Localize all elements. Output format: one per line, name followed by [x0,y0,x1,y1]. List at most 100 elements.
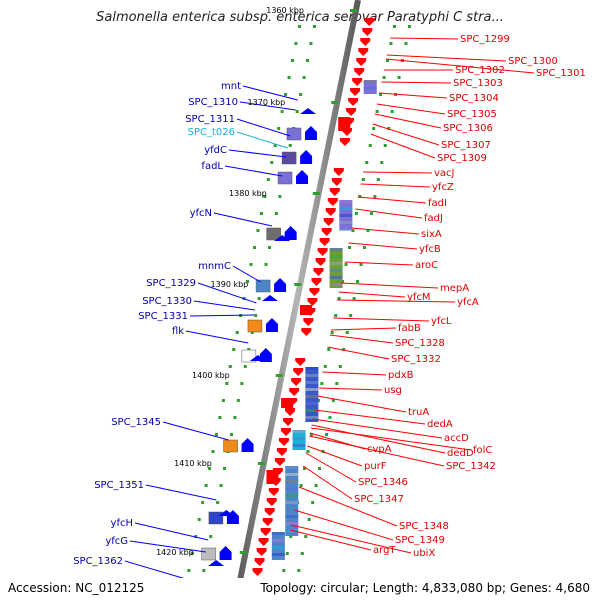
gene-label-SPC_1351: SPC_1351 [94,480,144,491]
gene-label-yfcZ: yfcZ [432,182,454,193]
gene-block-reverse [255,279,271,293]
gene-label-SPC_1342: SPC_1342 [446,461,496,472]
gene-arrow-forward [262,518,273,526]
gene-arrow-forward [352,78,363,86]
gene-label-fadI: fadI [428,198,447,209]
leader-line [370,133,436,159]
gene-arrow-forward [266,498,277,506]
gene-arrow-forward [319,238,330,246]
gene-label-yfcH: yfcH [111,518,133,529]
leader-line [330,327,397,331]
gene-label-cvpA: cvpA [367,444,392,455]
gene-label-vacJ: vacJ [434,168,455,179]
scale-label: 1390 kbp [211,280,249,289]
leader-line [351,227,420,235]
scale-label: 1400 kbp [192,371,230,380]
genome-backbone [233,0,361,600]
gene-label-SPC_1347: SPC_1347 [354,494,404,505]
gene-arrow-forward [315,258,326,266]
gene-arrow-forward [258,538,269,546]
leader-line [294,509,394,541]
gene-label-argT: argT [373,545,396,556]
gene-label-yfcG: yfcG [105,536,128,547]
gene-label-fadJ: fadJ [424,213,443,224]
gene-arrow-forward [333,168,344,176]
leader-line [390,37,459,40]
leader-line [319,387,383,391]
gene-operon-block [305,367,319,422]
leader-line [327,346,390,360]
scale-label: 1380 kbp [229,189,267,198]
gene-arrow-forward [280,428,291,436]
gene-arrow-forward [331,178,342,186]
gene-label-SPC_1305: SPC_1305 [447,109,497,120]
gene-block-reverse [286,127,302,141]
leader-line [302,465,353,500]
leader-line [372,123,440,146]
scale-label: 1370 kbp [248,98,286,107]
gene-arrow-forward [321,228,332,236]
gene-block-forward [338,117,351,131]
gene-arrow-forward [358,48,369,56]
leader-line [355,208,423,219]
accession-label: Accession: NC_012125 [8,581,145,595]
gene-label-SPC_1329: SPC_1329 [146,278,196,289]
gene-arrow-reverse [262,295,279,301]
gene-arrow-forward [268,488,279,496]
scale-label: 1360 kbp [266,6,304,15]
leader-line [290,529,372,551]
gene-arrow-forward [291,378,302,386]
gene-arrow-forward [276,448,287,456]
gene-label-SPC_1306: SPC_1306 [443,123,493,134]
map-title: Salmonella enterica subsp. enterica sero… [96,10,504,25]
gene-block-reverse [266,227,281,241]
gene-arrow-reverse [249,355,266,361]
gene-label-fabB: fabB [398,323,421,334]
leader-line [162,421,229,441]
gene-label-purF: purF [364,461,387,472]
gene-label-dedA: dedA [427,419,453,430]
leader-line [385,58,535,74]
gene-arrow-forward [252,568,263,576]
gene-block-reverse [208,511,224,525]
gene-block-forward [266,470,279,484]
gene-label-SPC_1302: SPC_1302 [455,65,505,76]
gene-label-SPC_1328: SPC_1328 [395,338,445,349]
tick-dots [187,25,411,572]
gene-arrow-reverse [274,235,291,241]
gene-arrow-reverse [265,318,278,332]
gene-label-dedD: dedD [447,448,474,459]
leader-line [145,484,217,501]
gene-arrow-forward [348,98,359,106]
gene-arrow-forward [311,278,322,286]
gene-arrow-forward [325,208,336,216]
gene-label-SPC_1311: SPC_1311 [185,114,235,125]
gene-label-SPC_t026: SPC_t026 [188,127,235,138]
gene-arrow-reverse [284,226,297,240]
leader-line [236,131,289,149]
gene-label-truA: truA [408,407,429,418]
gene-arrow-forward [360,38,371,46]
gene-arrow-reverse [259,348,272,362]
gene-label-ubiX: ubiX [413,548,435,559]
gene-block-forward [299,305,312,315]
leader-line [329,334,394,344]
leader-line [232,265,261,283]
leader-line [305,452,357,483]
gene-label-pdxB: pdxB [388,370,414,381]
gene-label-SPC_1345: SPC_1345 [111,417,161,428]
topology-label: Topology: circular; Length: 4,833,080 bp… [260,581,590,595]
gene-label-yfdC: yfdC [204,145,227,156]
leader-line [322,371,387,376]
leader-line [312,418,443,439]
leader-line [298,486,398,527]
gene-label-yfcL: yfcL [431,316,452,327]
leader-line [338,291,406,298]
gene-arrow-reverse [300,108,317,114]
gene-arrow-forward [307,298,318,306]
gene-arrow-forward [313,268,324,276]
gene-arrow-forward [354,68,365,76]
gene-arrow-reverse [219,546,232,560]
leader-line [360,183,431,188]
gene-label-SPC_1332: SPC_1332 [391,354,441,365]
